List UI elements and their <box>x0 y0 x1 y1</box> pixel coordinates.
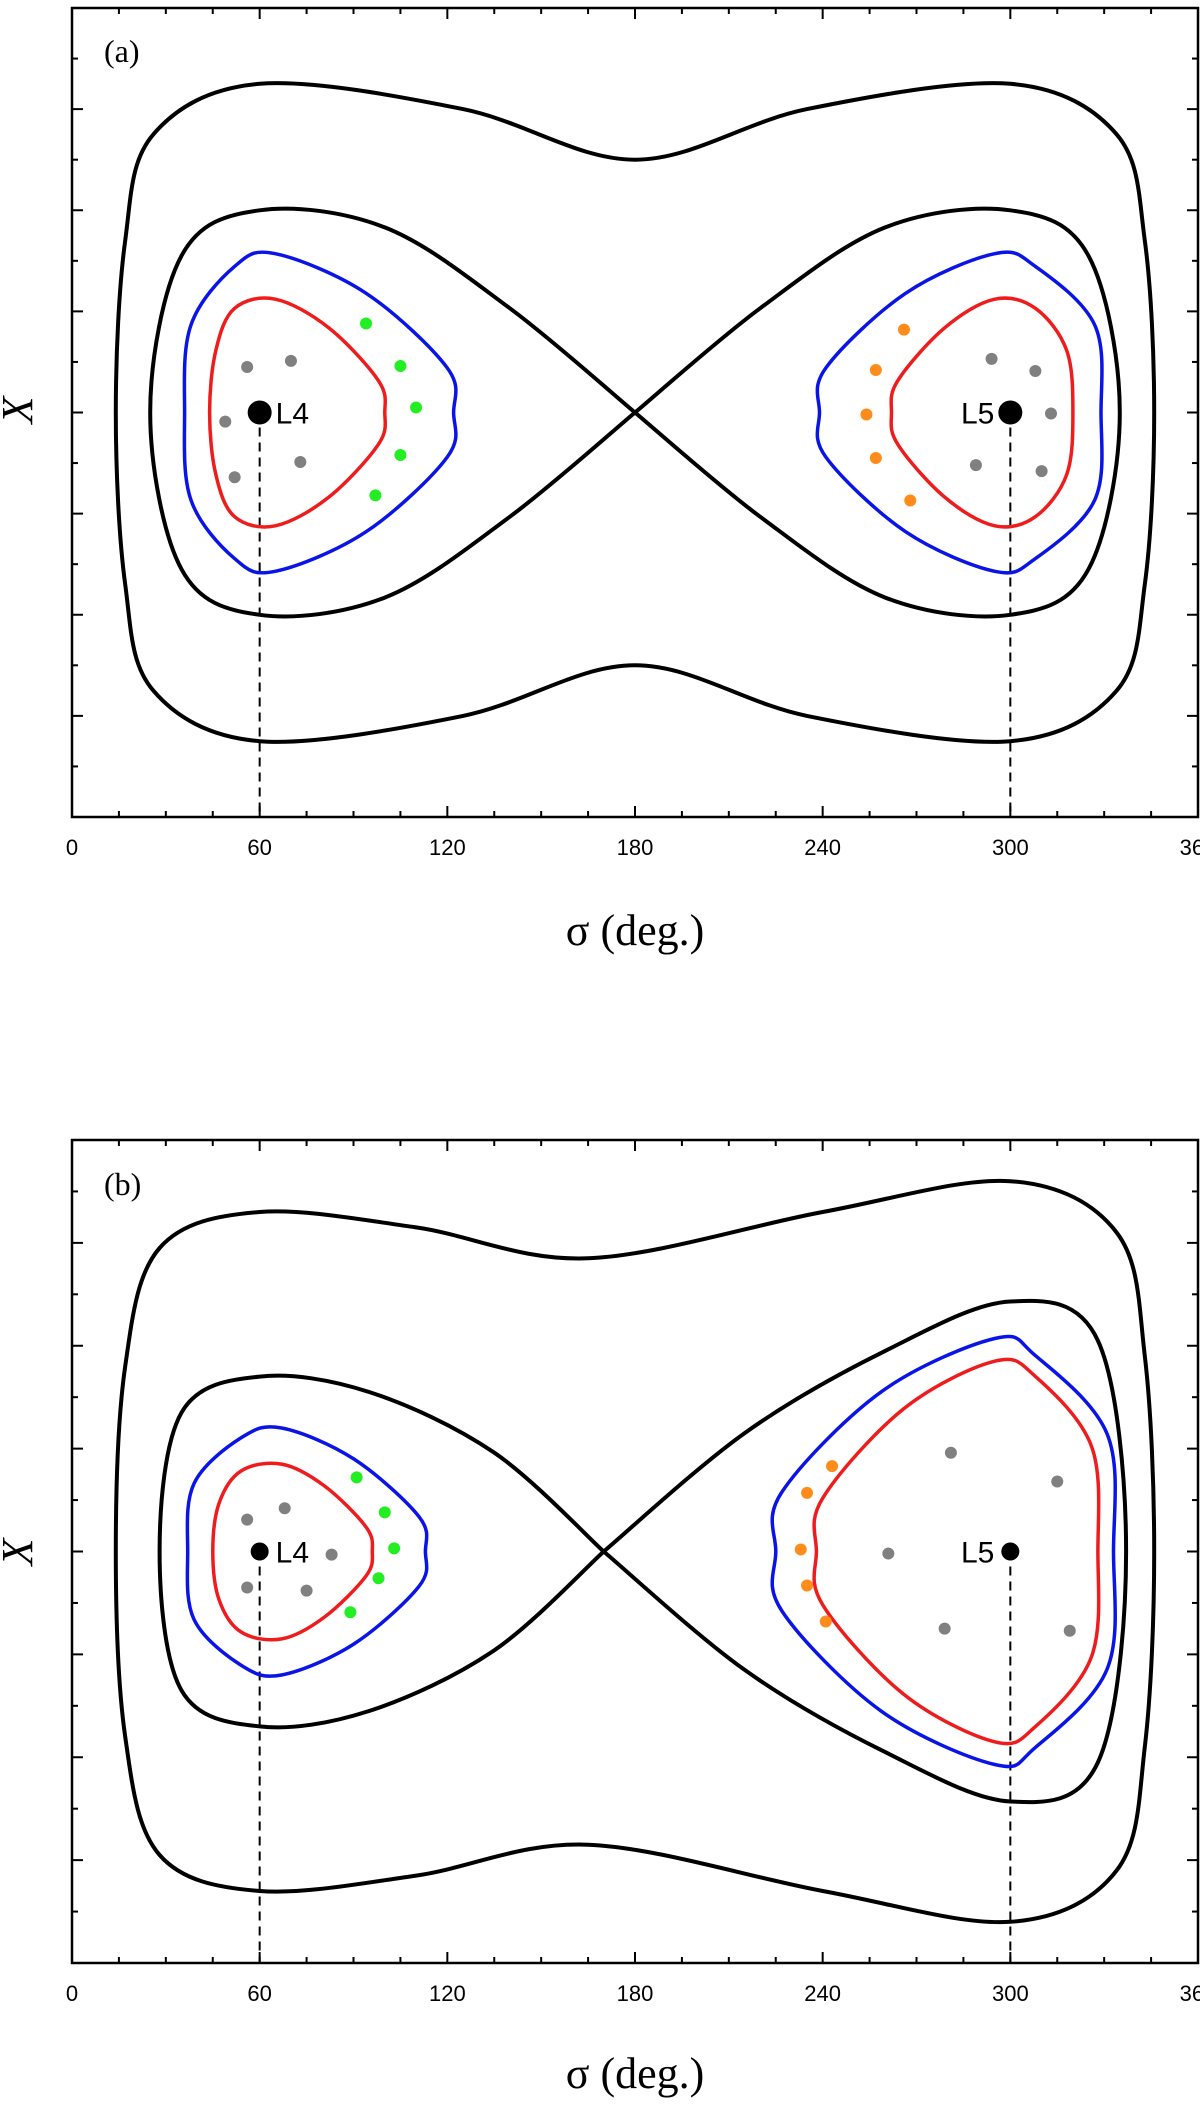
gray-point <box>1051 1475 1064 1488</box>
outer-curve <box>113 1178 1157 1925</box>
gray-point <box>284 354 297 367</box>
panel-b: 0 60 120 180 240 300 360 σ (deg.) X (b) L4 L5 <box>0 1138 1200 2098</box>
y-axis-title: X <box>0 394 42 425</box>
gray-point <box>938 1622 951 1635</box>
equilibrium-label-l5: L5 <box>961 398 994 431</box>
equilibrium-l5 <box>1001 1542 1020 1561</box>
orange-point <box>801 1486 814 1499</box>
equilibrium-label-l5: L5 <box>961 1537 994 1570</box>
x-tick-label: 60 <box>247 1981 271 2006</box>
green-point <box>360 317 373 330</box>
gray-point <box>1044 407 1057 420</box>
blue-loop <box>815 250 1104 575</box>
x-tick-label: 120 <box>429 835 466 860</box>
x-tick-label: 360 <box>1180 835 1200 860</box>
x-tick-label: 240 <box>804 835 841 860</box>
green-point <box>344 1606 357 1619</box>
gray-point <box>241 360 254 373</box>
gray-point <box>278 1502 291 1515</box>
gray-point <box>219 415 232 428</box>
green-point <box>378 1506 391 1519</box>
red-loop <box>207 296 388 529</box>
equilibrium-l5 <box>998 400 1023 425</box>
blue-loop <box>182 250 458 575</box>
blue-loop <box>185 1425 429 1678</box>
green-point <box>388 1542 401 1555</box>
green-point <box>394 359 407 372</box>
orange-point <box>794 1543 807 1556</box>
gray-point <box>241 1581 254 1594</box>
green-point <box>350 1471 363 1484</box>
red-loop <box>211 1461 375 1642</box>
orange-point <box>801 1579 814 1592</box>
x-tick-label: 180 <box>617 1981 654 2006</box>
x-tick-label: 0 <box>66 835 78 860</box>
blue-loop <box>770 1334 1118 1769</box>
orange-point <box>904 494 917 507</box>
x-tick-label: 360 <box>1180 1981 1200 2006</box>
separatrix-left-lobe <box>157 1373 606 1730</box>
red-loop <box>889 296 1075 529</box>
separatrix-left-lobe <box>148 206 637 619</box>
green-point <box>394 448 407 461</box>
equilibrium-l4 <box>250 1542 269 1561</box>
orange-point <box>826 1460 839 1473</box>
gray-point <box>1063 1624 1076 1637</box>
gray-point <box>985 352 998 365</box>
equilibrium-l4 <box>247 400 272 425</box>
x-tick-label: 300 <box>992 835 1029 860</box>
gray-point <box>1035 465 1048 478</box>
red-loop <box>812 1357 1101 1746</box>
gray-point <box>294 456 307 469</box>
gray-point <box>228 471 241 484</box>
green-point <box>369 489 382 502</box>
equilibrium-label-l4: L4 <box>276 398 309 431</box>
x-tick-label: 180 <box>617 835 654 860</box>
orange-point <box>860 408 873 421</box>
green-point <box>372 1572 385 1585</box>
x-tick-label: 120 <box>429 1981 466 2006</box>
x-tick-label: 240 <box>804 1981 841 2006</box>
equilibrium-label-l4: L4 <box>276 1537 309 1570</box>
y-axis-title: X <box>0 1536 42 1567</box>
gray-point <box>325 1548 338 1561</box>
gray-point <box>1029 365 1042 378</box>
gray-point <box>882 1547 895 1560</box>
x-tick-label: 300 <box>992 1981 1029 2006</box>
panel-label: (a) <box>104 33 140 69</box>
x-axis-title: σ (deg.) <box>566 2049 705 2098</box>
x-tick-label: 60 <box>247 835 271 860</box>
gray-point <box>969 459 982 472</box>
gray-point <box>300 1584 313 1597</box>
panel-a: 0 60 120 180 240 300 360 σ (deg.) X (a) L4 L5 <box>0 6 1200 955</box>
separatrix-right-lobe <box>602 1298 1129 1805</box>
orange-point <box>819 1615 832 1628</box>
orange-point <box>897 323 910 336</box>
orange-point <box>869 364 882 377</box>
gray-point <box>241 1513 254 1526</box>
panel-label: (b) <box>104 1166 141 1202</box>
x-axis-title: σ (deg.) <box>566 906 705 955</box>
green-point <box>410 401 423 414</box>
x-tick-label: 0 <box>66 1981 78 2006</box>
outer-curve <box>113 81 1157 744</box>
separatrix-right-lobe <box>633 206 1122 619</box>
gray-point <box>944 1446 957 1459</box>
orange-point <box>869 452 882 465</box>
